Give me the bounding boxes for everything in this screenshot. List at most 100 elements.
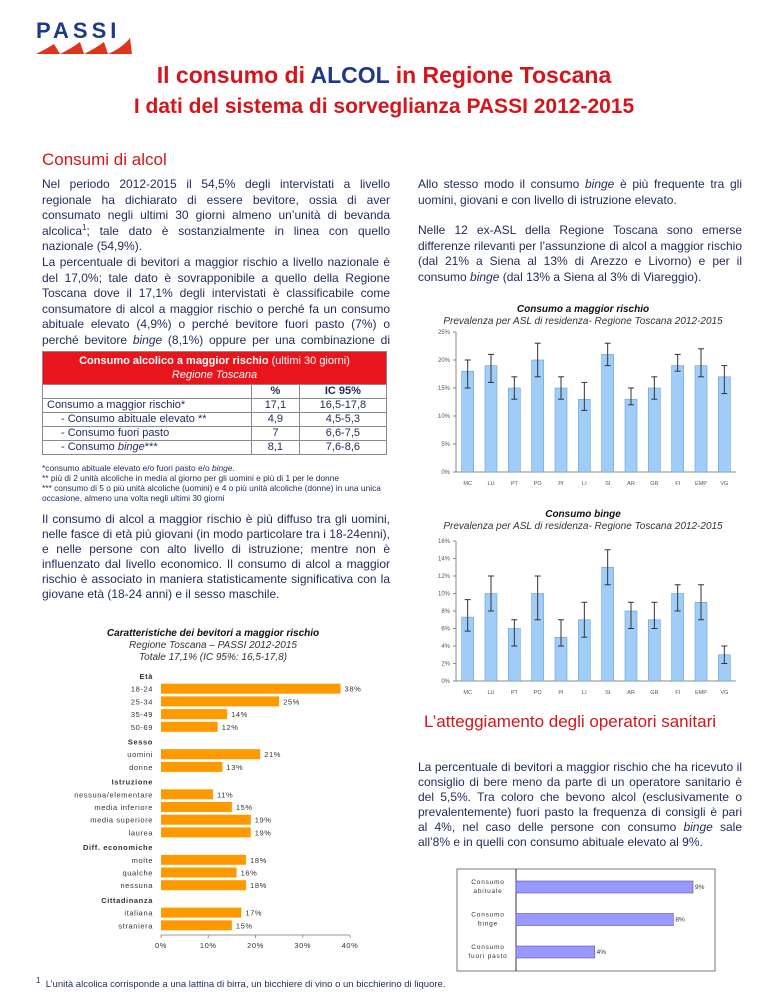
bar	[601, 354, 614, 473]
y-tick-label: 8%	[441, 609, 450, 615]
chart-title: Consumo a maggior rischio	[517, 304, 649, 315]
y-tick-label: 2%	[441, 662, 450, 668]
bar	[161, 814, 251, 825]
text-segment: binge	[683, 820, 713, 834]
table-note: *** consumo di 5 o più unità alcoliche (…	[42, 483, 392, 503]
data-label: 15%	[236, 921, 253, 930]
text-segment: 1	[82, 222, 87, 232]
y-tick-label: 5%	[441, 442, 450, 448]
text-segment: binge	[211, 463, 233, 473]
col-pct: %	[251, 384, 300, 399]
text-segment: Nel periodo 2012-2015 il 54,5% degli int…	[42, 177, 390, 238]
y-tick-label: 10%	[438, 592, 451, 598]
table-row: - Consumo fuori pasto 7 6,6-7,5	[42, 426, 388, 441]
y-tick-label: 0%	[441, 470, 450, 476]
text-segment: (dal 13% a Siena al 3% di Viareggio).	[499, 269, 702, 284]
category-label: binge	[478, 921, 498, 928]
row-label: - Consumo abituale elevato **	[42, 412, 252, 427]
y-tick-label: 15%	[438, 386, 451, 392]
y-tick-label: 25%	[438, 330, 451, 336]
binge-paragraph: Allo stesso modo il consumo binge è più …	[418, 177, 742, 208]
x-tick-label: PT	[511, 690, 519, 696]
group-label: Età	[140, 672, 154, 681]
category-label: Consumo	[471, 912, 504, 919]
category-label: abituale	[473, 888, 502, 895]
data-label: 11%	[217, 790, 233, 799]
asl-paragraph: Nelle 12 ex-ASL della Regione Toscana so…	[418, 223, 742, 285]
x-tick-label: SI	[605, 690, 611, 696]
x-tick-label: PI	[558, 690, 564, 696]
chart-caratteristiche: Caratteristiche dei bevitori a maggior r…	[74, 628, 361, 950]
x-tick-label: LI	[582, 690, 587, 696]
data-label: 21%	[264, 750, 281, 759]
table-notes: *consumo abituale elevato e/o fuori past…	[42, 463, 392, 503]
x-tick-label: VG	[720, 481, 728, 487]
text-segment: - Consumo abituale elevato **	[61, 413, 207, 425]
data-label: 19%	[255, 816, 272, 825]
category-label: nessuna/elementare	[74, 790, 153, 799]
x-tick-label: FI	[675, 481, 680, 487]
group-label: Istruzione	[112, 778, 153, 787]
chart-title: Caratteristiche dei bevitori a maggior r…	[107, 628, 319, 639]
x-tick-label: AR	[627, 690, 635, 696]
y-tick-label: 16%	[438, 539, 451, 545]
distribution-paragraph: Il consumo di alcol a maggior rischio è …	[42, 512, 390, 602]
chart-subtitle: Prevalenza per ASL di residenza- Regione…	[443, 316, 723, 327]
row-pct: 8,1	[251, 440, 300, 455]
category-label: fuori pasto	[468, 953, 507, 960]
bar	[161, 789, 213, 800]
y-tick-label: 12%	[438, 574, 451, 580]
passi-logo: PASSI	[36, 18, 132, 54]
text-segment: Allo stesso modo il consumo	[418, 177, 585, 191]
row-pct: 4,9	[251, 412, 300, 427]
text-segment: binge	[117, 441, 145, 453]
bar	[161, 880, 247, 891]
text-segment: è più frequente tra gli uomini, giovani …	[418, 177, 743, 207]
x-tick-label: LU	[487, 481, 494, 487]
bar	[515, 913, 674, 926]
x-tick-label: PO	[534, 690, 543, 696]
row-label: - Consumo binge***	[42, 440, 252, 455]
bar	[624, 398, 638, 473]
x-tick-label: AR	[627, 481, 635, 487]
chart-consigli: Consumo abituale 9% Consumo binge 8% Consumo fu…	[456, 868, 716, 972]
bar	[508, 387, 521, 473]
bar	[161, 709, 228, 720]
y-tick-label: 14%	[438, 557, 451, 563]
text-segment: *consumo abituale elevato e/o fuori past…	[42, 463, 212, 473]
x-tick-label: 10%	[200, 941, 217, 950]
bar	[515, 880, 694, 894]
text-segment: Nelle 12 ex-ASL della Regione Toscana so…	[418, 223, 742, 284]
row-label: - Consumo fuori pasto	[42, 426, 252, 441]
y-tick-label: 0%	[441, 679, 450, 685]
row-pct: 17,1	[251, 398, 300, 413]
bar	[554, 387, 568, 473]
bar	[161, 802, 232, 812]
col-ic: IC 95%	[298, 384, 388, 399]
bar	[161, 867, 237, 878]
table-row: - Consumo binge*** 8,1 7,6-8,6	[42, 440, 388, 455]
x-tick-label: SI	[605, 481, 611, 487]
intro-column: Nel periodo 2012-2015 il 54,5% degli int…	[42, 177, 390, 364]
text-segment: *** consumo di 5 o più unità alcoliche (…	[42, 483, 381, 503]
category-label: media superiore	[90, 816, 153, 825]
table-row: Consumo a maggior rischio* 17,1 16,5-17,8	[42, 398, 388, 413]
x-tick-label: MC	[463, 481, 472, 487]
x-tick-label: PI	[558, 481, 564, 487]
page-subtitle: I dati del sistema di sorveglianza PASSI…	[133, 95, 635, 118]
row-label: Consumo a maggior rischio*	[42, 398, 252, 413]
bar	[161, 920, 232, 931]
bar	[161, 761, 223, 772]
text-segment: - Consumo fuori pasto	[61, 427, 170, 439]
row-ic: 7,6-8,6	[298, 440, 388, 455]
x-tick-label: LU	[487, 690, 494, 696]
section-heading-consumi: Consumi di alcol	[42, 150, 167, 169]
operators-paragraph: La percentuale di bevitori a maggior ris…	[418, 760, 742, 850]
bar	[161, 749, 261, 760]
category-label: donne	[129, 763, 153, 772]
category-label: 50-69	[131, 723, 153, 732]
table-note: ** più di 2 unità alcoliche in media al …	[42, 473, 392, 483]
intro-paragraph: Nel periodo 2012-2015 il 54,5% degli int…	[42, 177, 390, 255]
